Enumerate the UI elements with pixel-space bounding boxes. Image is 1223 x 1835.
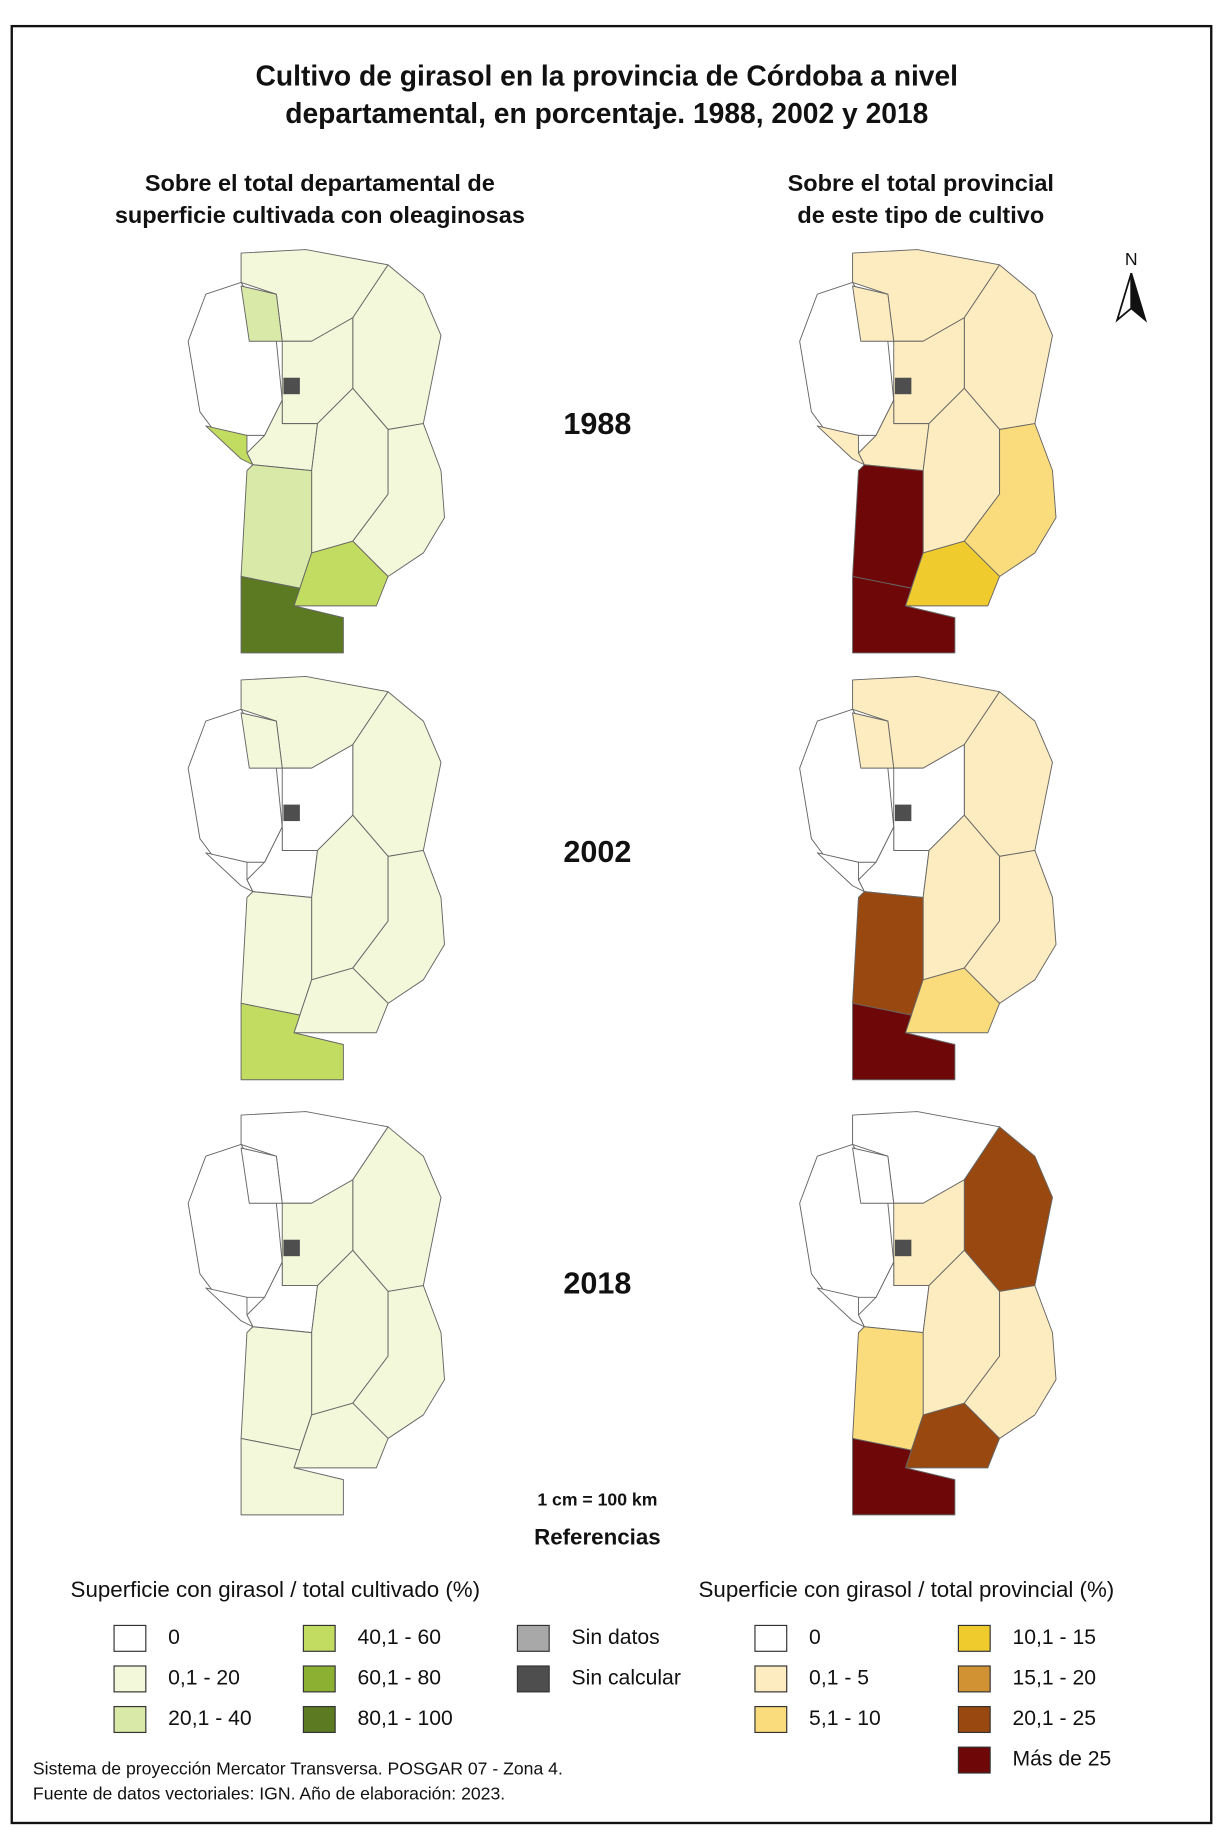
department [963, 423, 1057, 577]
legend-label: 0,1 - 5 [809, 1667, 869, 1690]
scale-label: 1 cm = 100 km [537, 1489, 657, 1509]
legend-title: Superficie con girasol / total provincia… [699, 1577, 1115, 1602]
legend-label: 0 [168, 1626, 180, 1649]
capital [283, 377, 300, 395]
legend-label: Más de 25 [1013, 1748, 1112, 1771]
year-label: 2002 [563, 835, 631, 869]
department [352, 849, 445, 1004]
year-label: 1988 [563, 407, 631, 441]
department [240, 1326, 313, 1451]
department [205, 425, 254, 466]
legend-swatch [113, 1705, 147, 1734]
capital [894, 377, 912, 395]
legend-label: 0 [809, 1626, 821, 1649]
legend-label: 40,1 - 60 [357, 1626, 441, 1649]
maps [187, 249, 1057, 1516]
legend-swatch [516, 1624, 550, 1652]
legend-swatch [754, 1705, 788, 1734]
panel-title: Sobre el total provincial [788, 170, 1054, 196]
legend-swatch [957, 1746, 991, 1774]
department [852, 891, 924, 1016]
department [352, 423, 445, 577]
department [205, 852, 254, 893]
capital [283, 1239, 300, 1257]
legend-swatch [302, 1665, 336, 1693]
legend-label: 20,1 - 40 [168, 1707, 252, 1730]
legend-swatch [302, 1624, 336, 1652]
legend-swatch [957, 1624, 991, 1652]
footer: Sistema de proyección Mercator Transvers… [33, 1759, 563, 1779]
north-label: N [1125, 249, 1138, 269]
legend-label: Sin datos [572, 1626, 660, 1649]
capital [283, 804, 300, 822]
province-map [187, 249, 445, 654]
department [240, 464, 313, 589]
province-map [799, 249, 1057, 654]
footer: Fuente de datos vectoriales: IGN. Año de… [33, 1783, 505, 1803]
legend-label: 60,1 - 80 [357, 1667, 441, 1690]
legend-label: 0,1 - 20 [168, 1667, 240, 1690]
department [816, 425, 865, 466]
province-map [187, 675, 445, 1081]
title: departamental, en porcentaje. 1988, 2002… [285, 97, 928, 129]
capital [894, 804, 912, 822]
department [240, 1437, 344, 1516]
legend-label: 15,1 - 20 [1013, 1667, 1097, 1690]
legend-label: 20,1 - 25 [1013, 1707, 1097, 1730]
province-map [187, 1111, 445, 1516]
department [352, 1285, 445, 1439]
department [240, 1002, 344, 1081]
legend-label: 10,1 - 15 [1013, 1626, 1097, 1649]
legend-swatch [957, 1705, 991, 1734]
legend-swatch [754, 1624, 788, 1652]
panel-title: de este tipo de cultivo [797, 202, 1044, 228]
department [240, 891, 313, 1016]
references-title: Referencias [534, 1524, 661, 1549]
legend-swatch [957, 1665, 991, 1693]
legend-swatch [302, 1705, 336, 1734]
department [816, 1287, 865, 1328]
panel-title: superficie cultivada con oleaginosas [115, 202, 525, 228]
department [816, 852, 865, 893]
legends: 0 0,1 - 20 20,1 - 40 40,1 - 60 60,1 - 80 80,1… [113, 1624, 1112, 1774]
legend-label: Sin calcular [572, 1667, 681, 1690]
department [205, 1287, 254, 1328]
department [852, 1437, 956, 1516]
title: Cultivo de girasol en la provincia de Có… [256, 59, 959, 91]
panel-title: Sobre el total departamental de [145, 170, 495, 196]
north-arrow [1115, 272, 1148, 323]
legend-label: 5,1 - 10 [809, 1707, 881, 1730]
department [963, 1285, 1057, 1439]
legend-swatch [754, 1665, 788, 1693]
legend-swatch [113, 1665, 147, 1693]
department [852, 1002, 956, 1081]
legend-title: Superficie con girasol / total cultivado… [71, 1577, 481, 1602]
department [852, 1326, 924, 1451]
province-map [799, 1111, 1057, 1516]
legend-label: 80,1 - 100 [357, 1707, 452, 1730]
capital [894, 1239, 912, 1257]
department [240, 576, 344, 654]
year-label: 2018 [563, 1267, 631, 1301]
department [963, 849, 1057, 1004]
department [852, 576, 956, 654]
legend-swatch [113, 1624, 147, 1652]
province-map [799, 675, 1057, 1081]
legend-swatch [516, 1665, 550, 1693]
department [852, 464, 924, 589]
